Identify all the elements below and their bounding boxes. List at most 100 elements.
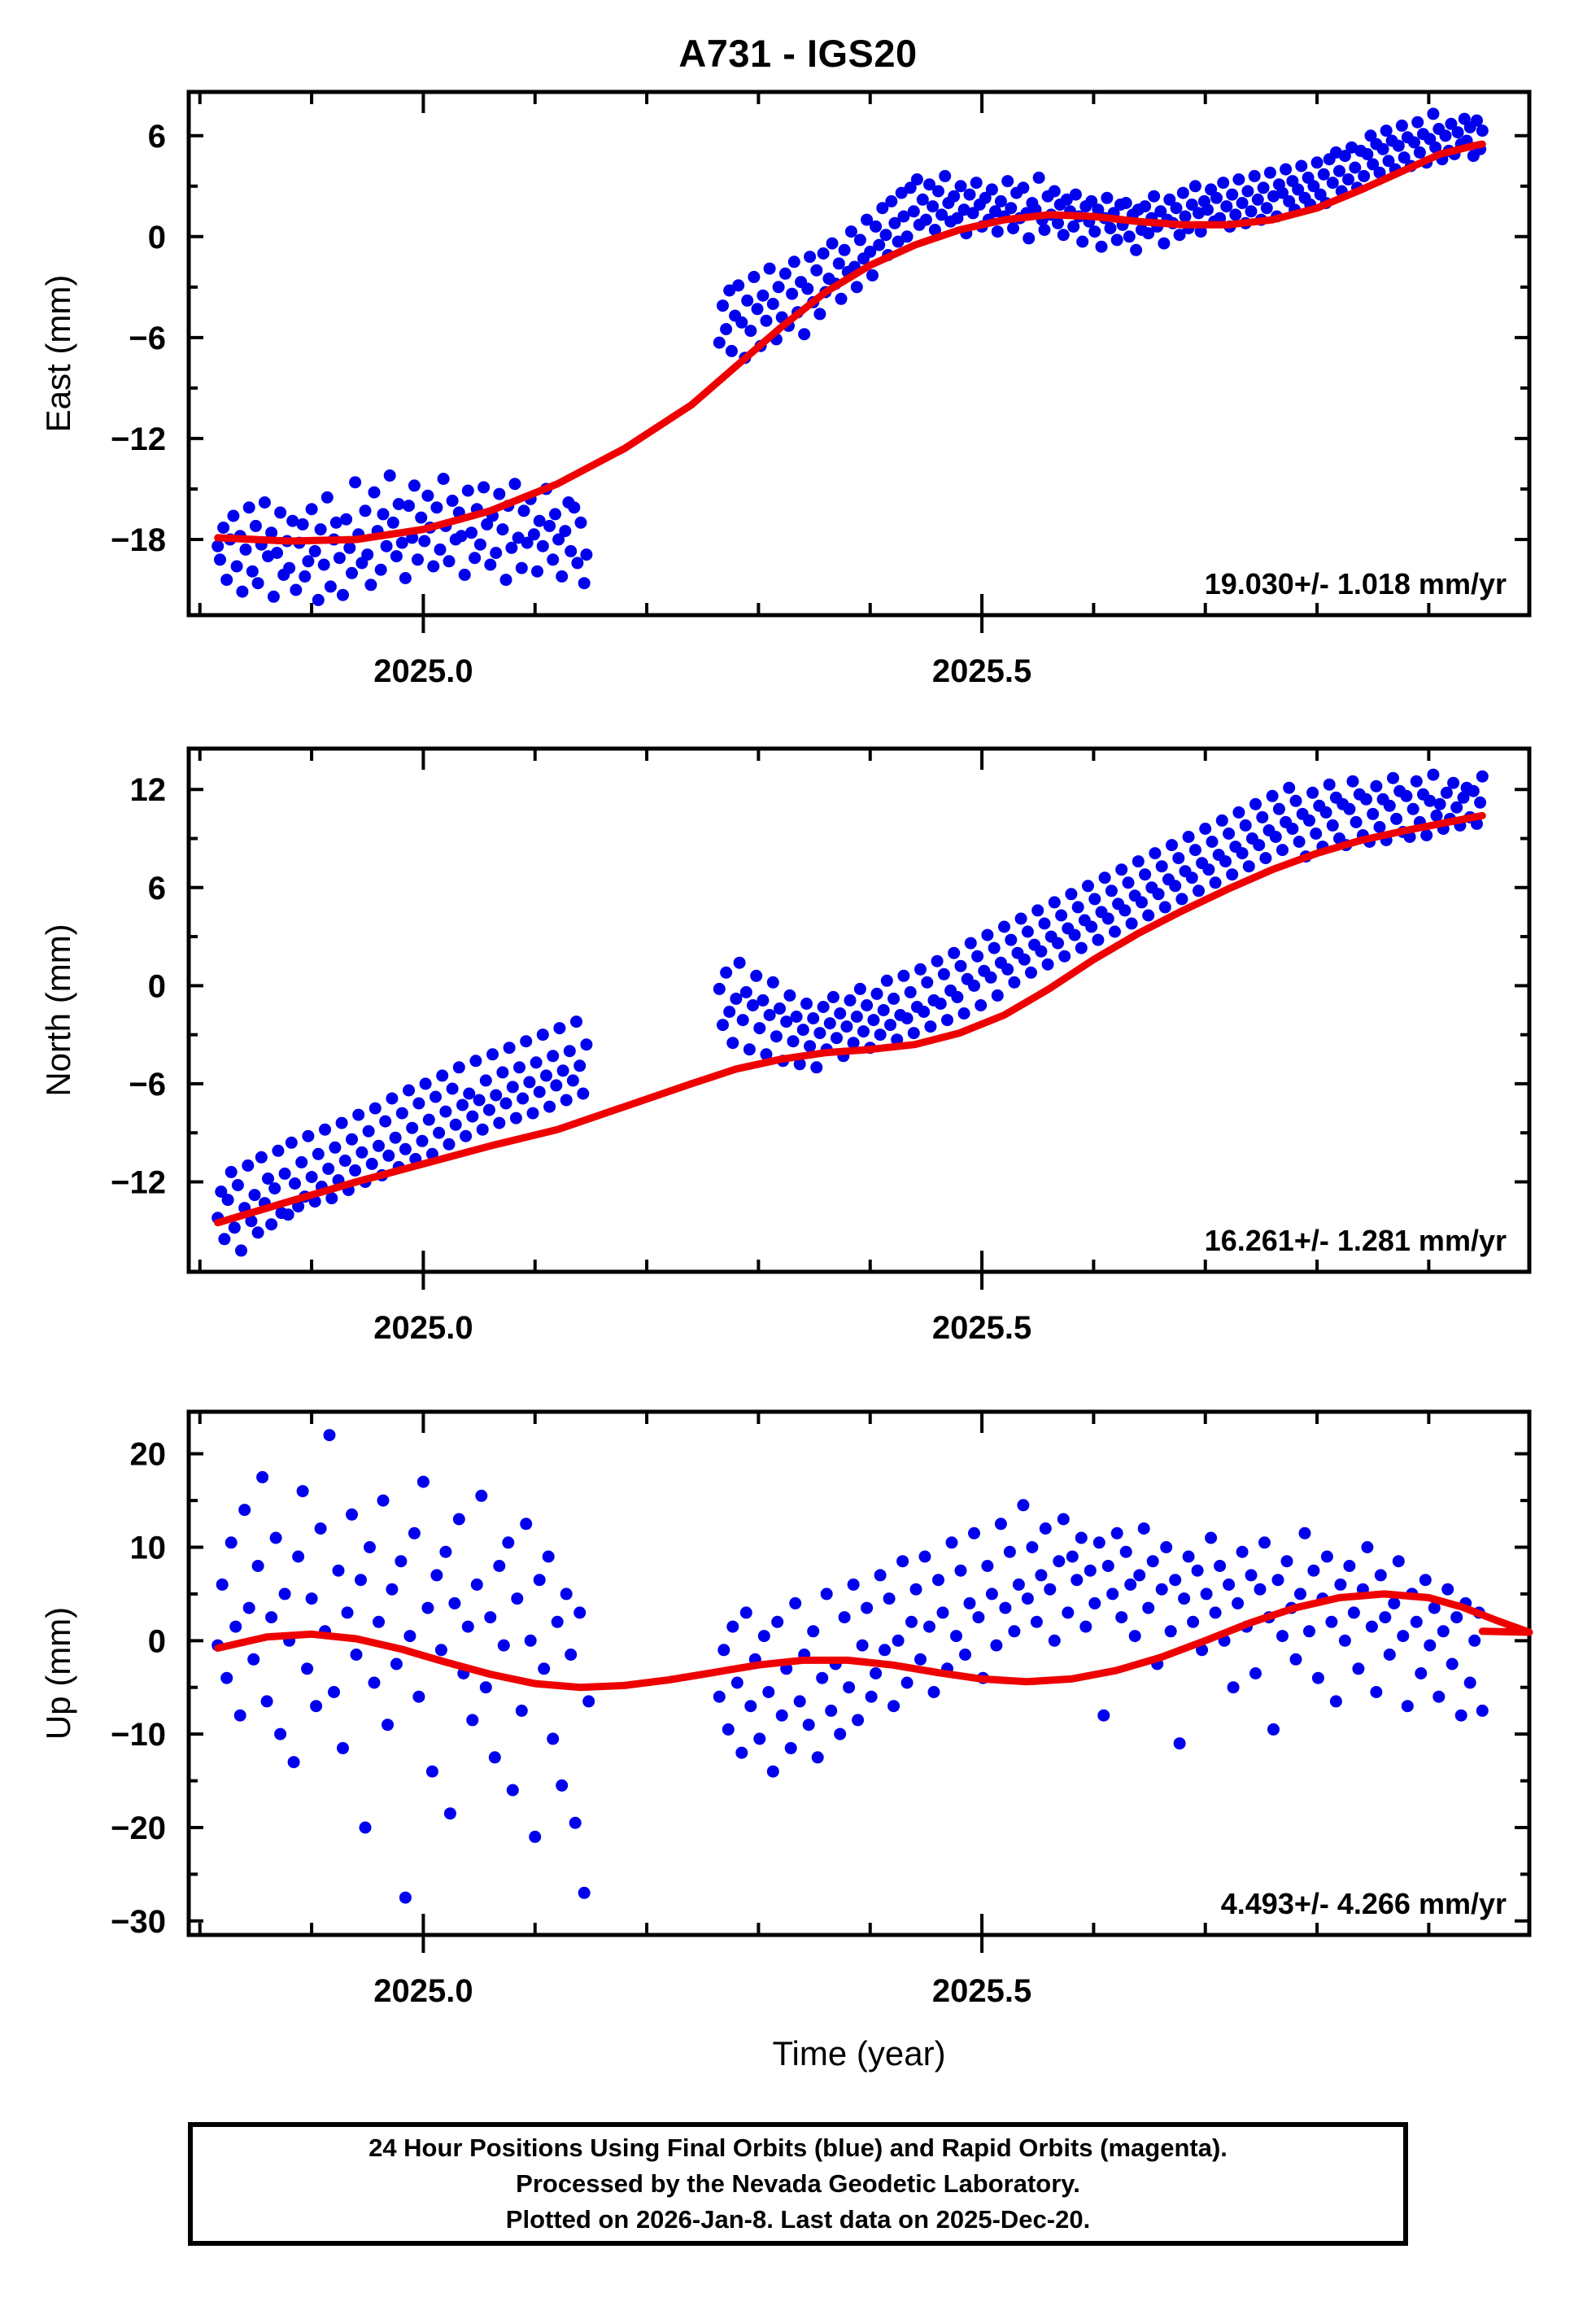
data-point: [1018, 953, 1031, 966]
data-point: [271, 547, 283, 559]
data-point: [216, 1578, 229, 1591]
data-point: [1256, 810, 1269, 823]
data-point: [521, 536, 534, 549]
data-point: [551, 1615, 564, 1628]
data-point: [511, 1592, 524, 1605]
data-point: [1003, 1545, 1016, 1558]
rate-annotation: 19.030+/- 1.018 mm/yr: [1205, 567, 1507, 601]
data-point: [390, 550, 403, 563]
data-point: [1395, 119, 1408, 132]
data-point: [310, 1700, 323, 1713]
data-point: [838, 243, 851, 256]
data-point: [333, 552, 346, 565]
data-point: [1058, 950, 1071, 963]
data-point: [1433, 797, 1446, 810]
data-point: [233, 1709, 246, 1722]
data-point: [1017, 1499, 1030, 1512]
data-point: [458, 568, 471, 581]
data-point: [1210, 191, 1223, 204]
data-point: [887, 1700, 900, 1713]
data-point: [569, 1816, 582, 1829]
data-point: [1468, 1634, 1481, 1647]
data-point: [281, 1208, 294, 1221]
data-point: [857, 1025, 870, 1038]
data-point: [1266, 789, 1279, 802]
data-point: [395, 1555, 408, 1568]
data-point: [783, 989, 796, 1002]
data-point: [1039, 1522, 1052, 1535]
data-point: [1209, 876, 1222, 889]
model-fit-curve: [214, 1590, 1533, 1692]
data-point: [1474, 796, 1487, 809]
data-point: [443, 1807, 456, 1820]
data-point: [506, 1784, 519, 1797]
data-point: [416, 1475, 430, 1488]
data-point: [979, 191, 992, 204]
data-point: [536, 1029, 549, 1042]
data-point: [1170, 202, 1183, 215]
data-point: [314, 523, 327, 536]
data-point: [543, 1100, 556, 1113]
data-point: [547, 1732, 560, 1745]
model-fit-curve: [214, 811, 1486, 1227]
data-point: [470, 1578, 483, 1591]
data-point: [418, 535, 431, 548]
data-point: [713, 1690, 726, 1703]
data-point: [1360, 793, 1372, 806]
data-point: [469, 1055, 482, 1068]
data-point: [329, 516, 342, 529]
data-point: [578, 577, 591, 590]
data-point: [566, 1074, 579, 1087]
data-point: [408, 1526, 421, 1540]
data-point: [810, 264, 823, 277]
data-point: [1104, 222, 1117, 234]
data-point: [1199, 823, 1212, 835]
data-point: [512, 531, 525, 544]
data-point: [325, 1192, 338, 1205]
data-point: [892, 235, 905, 248]
data-point: [1370, 780, 1383, 793]
y-axis-title: Up (mm): [39, 1607, 77, 1740]
data-point: [406, 1121, 419, 1134]
data-point: [910, 173, 923, 186]
data-point: [1445, 117, 1458, 130]
data-point: [225, 1165, 238, 1178]
data-point: [1152, 888, 1165, 901]
data-point: [517, 1092, 530, 1105]
data-point: [1101, 191, 1114, 204]
data-point: [820, 1588, 833, 1601]
data-point: [990, 1639, 1003, 1652]
data-point: [1411, 116, 1424, 129]
data-point: [552, 533, 565, 546]
data-point: [1008, 976, 1021, 989]
data-point: [335, 1116, 348, 1129]
data-point: [274, 506, 287, 519]
data-point: [1193, 884, 1205, 898]
data-point: [1182, 831, 1195, 843]
data-point: [985, 183, 998, 196]
data-point: [732, 279, 745, 292]
data-point: [456, 1098, 469, 1112]
data-point: [800, 998, 813, 1010]
data-point: [312, 1147, 325, 1160]
data-point: [844, 994, 857, 1007]
data-point: [490, 1089, 503, 1102]
footer-caption-box: 24 Hour Positions Using Final Orbits (bl…: [188, 2122, 1408, 2246]
data-point: [520, 1518, 533, 1531]
data-point: [373, 1615, 385, 1628]
data-point: [1306, 786, 1319, 799]
data-point: [211, 539, 225, 552]
data-point: [1175, 893, 1188, 906]
data-point: [852, 1714, 865, 1727]
data-point: [476, 1123, 489, 1136]
y-tick-label: 10: [130, 1530, 167, 1566]
data-point: [502, 1536, 515, 1549]
data-point: [928, 224, 941, 236]
data-point: [1084, 1564, 1097, 1577]
data-point: [816, 1671, 829, 1684]
data-point: [395, 1107, 408, 1120]
data-point: [469, 552, 482, 565]
data-point: [981, 928, 994, 941]
data-point: [1160, 1541, 1173, 1553]
data-point: [265, 1611, 278, 1624]
